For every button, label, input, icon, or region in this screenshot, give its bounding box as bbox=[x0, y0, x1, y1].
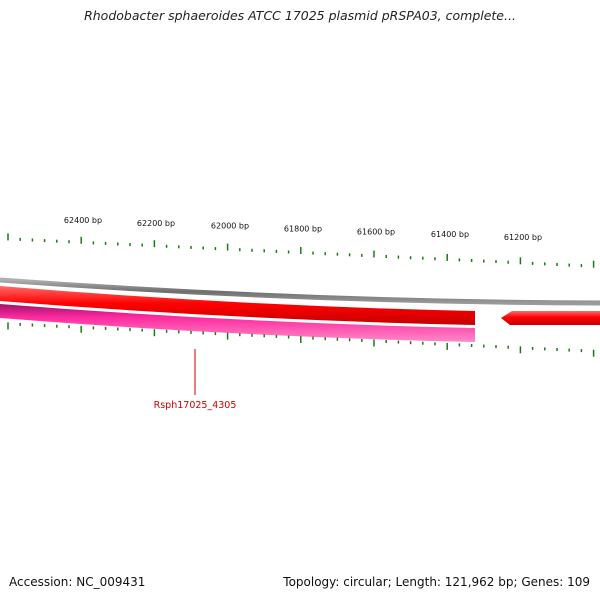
ruler-label: 62000 bp bbox=[211, 222, 249, 231]
ruler-label: 61200 bp bbox=[504, 233, 542, 242]
gene-forward-1[interactable] bbox=[0, 286, 475, 325]
gene-reverse-rsph17025-4305[interactable] bbox=[0, 304, 475, 342]
ruler-label: 62400 bp bbox=[64, 216, 102, 225]
ruler-label: 61800 bp bbox=[284, 225, 322, 234]
lower-tick-row bbox=[7, 322, 595, 357]
accession-text: Accession: NC_009431 bbox=[9, 575, 146, 589]
summary-text: Topology: circular; Length: 121,962 bp; … bbox=[283, 575, 590, 589]
gene-label[interactable]: Rsph17025_4305 bbox=[154, 400, 237, 411]
backbone-track bbox=[0, 277, 600, 306]
tick-label-row: 62400 bp 62200 bp 62000 bp 61800 bp 61600 bp… bbox=[64, 216, 542, 242]
upper-tick-row bbox=[7, 233, 595, 268]
gene-forward-2[interactable] bbox=[501, 311, 600, 325]
ruler-label: 61400 bp bbox=[431, 230, 469, 239]
ruler-label: 62200 bp bbox=[137, 219, 175, 228]
ruler-label: 61600 bp bbox=[357, 227, 395, 236]
map-title: Rhodobacter sphaeroides ATCC 17025 plasm… bbox=[84, 8, 516, 23]
